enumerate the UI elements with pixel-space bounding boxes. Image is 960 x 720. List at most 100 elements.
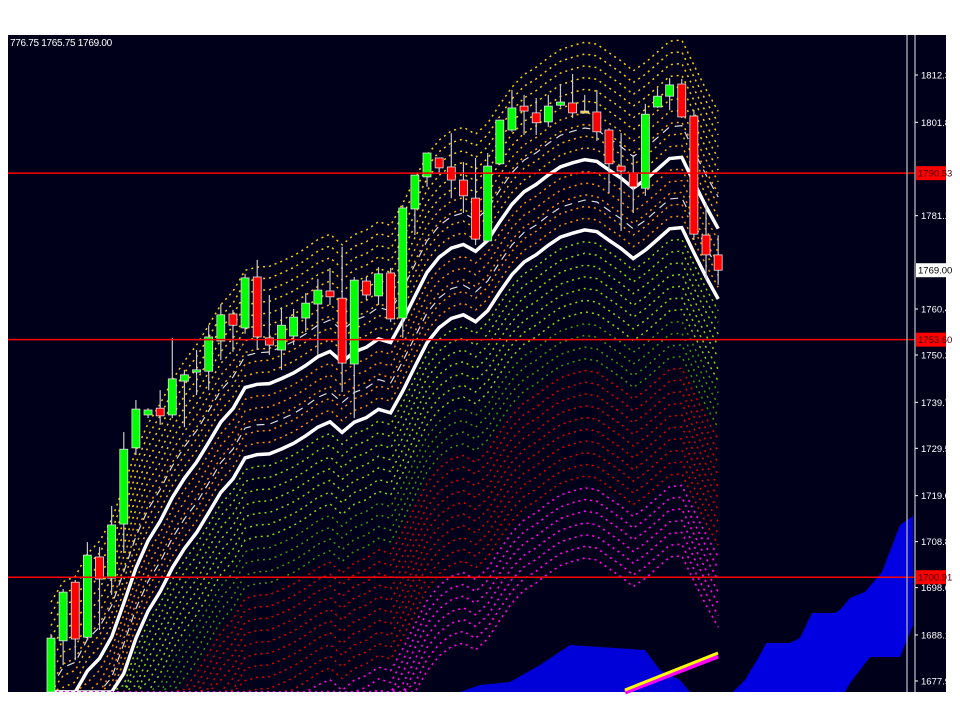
- bearish-candle: [531, 112, 541, 124]
- bearish-candle: [361, 280, 371, 296]
- ohlc-readout: 776.75 1765.75 1769.00: [10, 38, 112, 49]
- price-line-label-box: [916, 166, 946, 181]
- bearish-candle: [471, 197, 480, 240]
- bearish-candle: [628, 172, 638, 188]
- bearish-candle: [592, 111, 602, 133]
- bullish-candle: [410, 174, 420, 210]
- axis-tick-label: 1708.80: [921, 537, 955, 548]
- bearish-candle: [616, 165, 626, 172]
- axis-tick-label: 1729.50: [921, 444, 955, 455]
- price-labels: 1790.53 1753.60 1700.91 1769.00: [916, 166, 952, 585]
- yellow-signal-line: [624, 653, 719, 695]
- bullish-candle: [119, 448, 129, 525]
- axis-tick-label: 1781.10: [921, 211, 955, 222]
- ribbon-line: [50, 121, 719, 685]
- bullish-candle: [398, 207, 408, 319]
- bullish-candle: [349, 279, 359, 365]
- bullish-candle: [543, 105, 553, 123]
- bullish-candle: [640, 113, 650, 189]
- bearish-candle: [568, 102, 577, 114]
- ribbon-line: [51, 285, 719, 692]
- axis-tick-label: 1698.60: [921, 583, 955, 594]
- axis-tick-label: 1719.00: [921, 491, 955, 502]
- ribbon-line: [50, 39, 719, 603]
- current-price-label: 1769.00: [918, 266, 952, 277]
- bearish-candle: [677, 83, 687, 118]
- ma-upper-white-line: [51, 155, 720, 692]
- ma-dashed-line: [51, 197, 719, 692]
- bullish-candle: [277, 324, 286, 351]
- bullish-candle: [665, 84, 675, 97]
- axis-tick-label: 1760.40: [921, 304, 955, 315]
- bullish-candle: [107, 524, 117, 579]
- bearish-candle: [252, 276, 262, 338]
- ribbon-line-magenta: [51, 508, 719, 692]
- bearish-candle: [459, 179, 468, 197]
- bearish-candle: [604, 129, 614, 165]
- bullish-candle: [131, 408, 141, 449]
- axis-tick-label: 1801.80: [921, 118, 955, 129]
- bullish-candle: [507, 107, 517, 131]
- bullish-candle: [180, 374, 189, 382]
- bearish-candle: [434, 157, 444, 169]
- bullish-candle: [374, 273, 383, 297]
- bearish-candle: [519, 105, 529, 112]
- ribbon-line: [51, 191, 719, 692]
- ribbon-line: [51, 344, 719, 692]
- bullish-candle: [82, 554, 92, 638]
- ribbon-line: [51, 355, 719, 692]
- axis-tick-label: 1677.90: [921, 676, 955, 687]
- ribbon-line: [51, 203, 719, 692]
- ribbon-line: [51, 320, 719, 692]
- ribbon-line: [51, 390, 719, 692]
- price-line-label: 1700.91: [918, 573, 952, 584]
- bearish-candle: [386, 272, 396, 320]
- bullish-candle: [313, 289, 323, 305]
- horizontal-price-lines: [8, 172, 915, 578]
- ribbon-line: [51, 238, 719, 692]
- ma-lower-white-line: [51, 225, 720, 692]
- bullish-candle: [653, 95, 662, 108]
- bearish-candle: [70, 581, 80, 640]
- bullish-candle: [495, 119, 505, 165]
- ribbon-line: [51, 215, 719, 692]
- ribbon-line: [50, 109, 719, 673]
- bearish-candle: [701, 234, 711, 256]
- ribbon-line: [51, 250, 719, 692]
- axis-tick-label: 1688.10: [921, 630, 955, 641]
- bullish-candle: [289, 316, 299, 337]
- bearish-candle: [228, 313, 238, 326]
- bullish-candle: [58, 591, 68, 642]
- bullish-candle: [216, 314, 226, 342]
- ribbon-line: [51, 273, 719, 692]
- ribbon-line-magenta: [51, 496, 719, 692]
- cloud-left: [460, 645, 690, 692]
- cloud-right: [733, 516, 913, 692]
- candles: [46, 74, 723, 692]
- axis-tick-label: 1750.20: [921, 350, 955, 361]
- price-axis: 1812.30 1801.80 1781.10 1760.40 1750.20 1739.…: [915, 71, 955, 687]
- price-line-label: 1790.53: [918, 169, 952, 180]
- bearish-candle: [713, 254, 723, 271]
- bearish-candle: [95, 556, 104, 580]
- bullish-candle: [143, 409, 153, 416]
- bearish-candle: [155, 407, 165, 417]
- current-price-box: [916, 263, 946, 278]
- bearish-candle: [264, 337, 274, 346]
- ribbons-over-cloud: [51, 484, 719, 692]
- yellow-signal-line-core: [624, 651, 719, 692]
- bullish-candle: [240, 277, 250, 329]
- bullish-candle: [167, 378, 177, 416]
- bullish-candle: [301, 302, 311, 319]
- bullish-candle: [204, 336, 214, 372]
- ribbon-line: [50, 86, 719, 650]
- ribbon-line: [50, 97, 719, 662]
- ma-dashed-line: [50, 125, 719, 689]
- bullish-candle: [192, 369, 201, 373]
- ribbon-line: [50, 74, 719, 638]
- axis-tick-label: 1739.70: [921, 398, 955, 409]
- price-line-label-box: [916, 570, 946, 585]
- bullish-candle: [46, 637, 56, 692]
- ribbon-line: [51, 367, 719, 692]
